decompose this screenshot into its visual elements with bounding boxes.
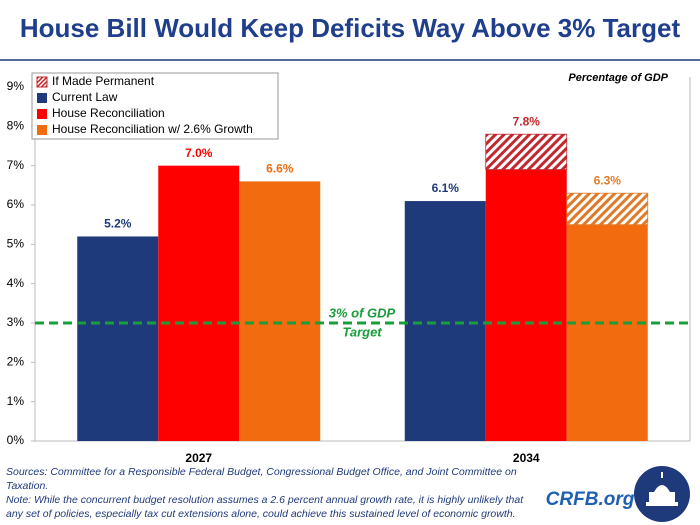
legend-label: Current Law bbox=[52, 90, 118, 104]
y-tick-label: 4% bbox=[7, 276, 25, 290]
value-label: 6.3% bbox=[594, 173, 622, 187]
bar bbox=[485, 169, 567, 441]
y-tick-label: 5% bbox=[7, 237, 25, 251]
bar bbox=[158, 165, 240, 441]
x-tick-label: 2034 bbox=[513, 451, 540, 465]
value-label: 7.8% bbox=[513, 114, 541, 128]
value-label: 6.6% bbox=[266, 162, 294, 176]
x-tick-label: 2027 bbox=[185, 451, 212, 465]
legend-box bbox=[31, 72, 279, 140]
brand: CRFB.org bbox=[546, 489, 635, 510]
y-tick-label: 2% bbox=[7, 355, 25, 369]
bar bbox=[77, 236, 159, 441]
legend-label: If Made Permanent bbox=[52, 74, 155, 88]
unit-note: Percentage of GDP bbox=[568, 72, 668, 84]
target-label: 3% of GDP bbox=[329, 305, 396, 320]
chart-title: House Bill Would Keep Deficits Way Above… bbox=[20, 13, 681, 43]
sources: Sources: Committee for a Responsible Fed… bbox=[6, 466, 517, 492]
legend-label: House Reconciliation bbox=[52, 106, 165, 120]
y-tick-label: 0% bbox=[7, 433, 25, 447]
legend-swatch bbox=[37, 109, 47, 119]
legend-label: House Reconciliation w/ 2.6% Growth bbox=[52, 122, 253, 136]
y-tick-label: 9% bbox=[7, 79, 25, 93]
y-tick-label: 6% bbox=[7, 197, 25, 211]
legend: If Made Permanent Current Law House Reconc… bbox=[31, 72, 279, 140]
y-tick-label: 7% bbox=[7, 158, 25, 172]
permanent-bar bbox=[566, 192, 649, 226]
y-tick-label: 8% bbox=[7, 119, 25, 133]
y-tick-label: 3% bbox=[7, 315, 25, 329]
legend-swatch bbox=[36, 76, 48, 88]
value-label: 7.0% bbox=[185, 146, 213, 160]
y-tick-label: 1% bbox=[7, 394, 25, 408]
logo bbox=[634, 466, 690, 522]
note: Note: While the concurrent budget resolu… bbox=[6, 494, 524, 520]
target-label: Target bbox=[342, 324, 382, 339]
value-label: 5.2% bbox=[104, 217, 132, 231]
value-label: 6.1% bbox=[432, 181, 460, 195]
permanent-bar bbox=[485, 133, 568, 170]
legend-swatch bbox=[37, 125, 47, 135]
bar bbox=[239, 181, 321, 441]
bar bbox=[566, 224, 648, 441]
bar bbox=[404, 201, 486, 441]
legend-swatch bbox=[37, 93, 47, 103]
